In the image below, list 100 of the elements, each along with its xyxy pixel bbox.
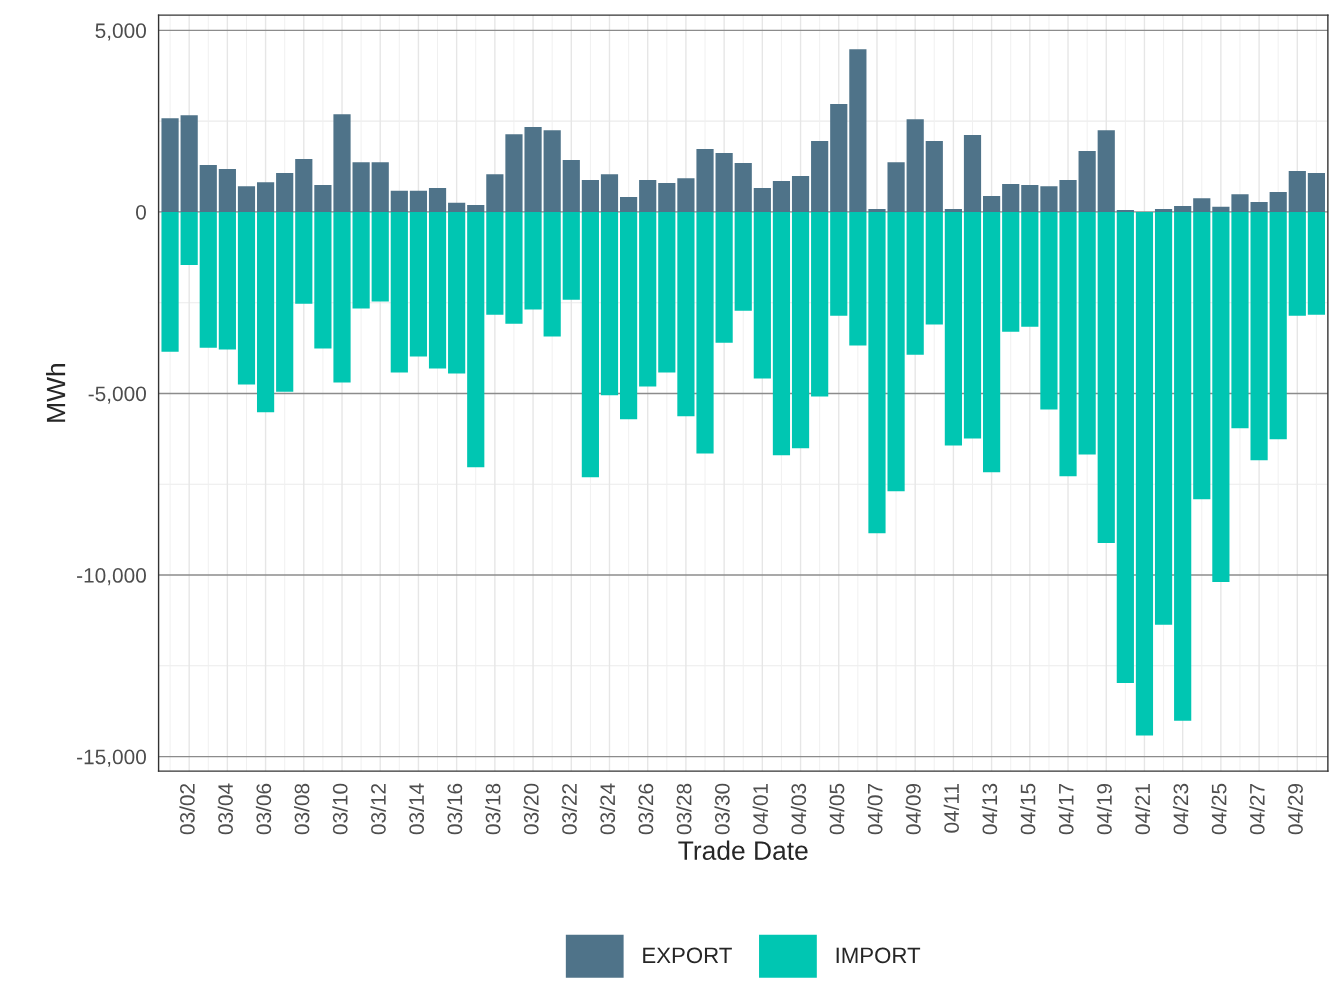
bar xyxy=(448,211,466,374)
bar xyxy=(944,209,962,212)
x-tick-label: 03/16 xyxy=(446,783,463,835)
bar xyxy=(581,179,599,212)
bar xyxy=(925,141,943,212)
x-tick-label: 04/21 xyxy=(1134,783,1151,835)
bar xyxy=(390,190,408,212)
x-tick-label: 04/03 xyxy=(790,783,807,835)
x-tick-label: 03/14 xyxy=(408,783,425,835)
bar xyxy=(849,211,867,346)
bar xyxy=(1097,211,1115,544)
x-tick-label: 03/26 xyxy=(637,783,654,835)
bar xyxy=(811,141,829,212)
bar xyxy=(906,211,924,355)
x-tick-label: 04/27 xyxy=(1249,783,1265,835)
x-tick-label: 03/24 xyxy=(599,783,616,835)
bar xyxy=(1288,170,1306,212)
bar xyxy=(1307,173,1326,212)
x-tick-label: 04/09 xyxy=(905,783,921,835)
bar xyxy=(620,197,638,212)
bar xyxy=(1078,150,1096,212)
bar xyxy=(256,182,275,212)
x-tick-label: 03/04 xyxy=(217,783,233,835)
bar xyxy=(600,174,619,212)
y-tick-label: 0 xyxy=(136,204,146,220)
bar xyxy=(428,211,447,369)
bar xyxy=(543,211,561,337)
bar xyxy=(1021,185,1039,212)
y-tick-label: -15,000 xyxy=(77,749,146,767)
bar xyxy=(199,211,217,348)
x-tick-label: 04/05 xyxy=(829,783,845,835)
y-tick-label: -10,000 xyxy=(77,568,146,586)
bar xyxy=(734,211,752,311)
x-tick-label: 03/12 xyxy=(370,783,386,835)
bar xyxy=(620,211,638,420)
bar xyxy=(218,169,236,212)
bar xyxy=(1021,211,1039,327)
bar xyxy=(1307,211,1326,315)
bar xyxy=(1174,206,1192,212)
bar xyxy=(543,130,561,212)
x-tick-label: 03/28 xyxy=(676,783,692,835)
bar xyxy=(658,211,676,373)
y-axis-title: MWh xyxy=(45,364,66,422)
bar xyxy=(963,134,982,212)
bar xyxy=(983,195,1001,212)
bar xyxy=(1193,198,1211,212)
bar xyxy=(467,211,485,468)
x-tick-label: 04/13 xyxy=(981,783,998,835)
bar xyxy=(1269,211,1287,440)
bar xyxy=(1002,211,1020,332)
bar xyxy=(811,211,829,397)
bar xyxy=(906,119,924,212)
y-tick-label: 5,000 xyxy=(95,23,146,41)
bar xyxy=(428,187,447,212)
bar xyxy=(371,162,389,212)
bar xyxy=(352,211,370,309)
x-tick-label: 04/19 xyxy=(1096,783,1112,835)
bar xyxy=(715,153,733,212)
bar xyxy=(658,182,676,212)
bar xyxy=(1288,211,1306,316)
x-tick-label: 04/23 xyxy=(1172,783,1189,835)
x-tick-label: 03/02 xyxy=(179,783,195,835)
bar xyxy=(830,211,848,316)
bar xyxy=(1078,211,1096,455)
bar xyxy=(256,211,275,413)
bar xyxy=(1116,211,1134,683)
x-tick-label: 03/22 xyxy=(561,783,577,835)
bar xyxy=(791,175,810,212)
bar xyxy=(467,205,485,212)
bar xyxy=(218,211,236,350)
bar xyxy=(1269,191,1287,212)
bar xyxy=(772,181,791,212)
bar xyxy=(295,158,313,212)
bar xyxy=(925,211,943,325)
bar xyxy=(830,104,848,212)
bar xyxy=(161,118,179,212)
bar xyxy=(1154,211,1173,625)
bar xyxy=(276,173,294,212)
bar xyxy=(448,202,466,212)
legend-label: EXPORT xyxy=(643,947,732,964)
bar xyxy=(409,190,428,212)
bar xyxy=(180,211,198,265)
x-tick-label: 04/01 xyxy=(752,783,768,835)
bar xyxy=(409,211,428,357)
bar xyxy=(1135,211,1154,736)
bar xyxy=(486,211,504,315)
bar xyxy=(161,211,179,352)
x-tick-label: 04/17 xyxy=(1058,783,1074,835)
x-tick-label: 03/08 xyxy=(294,783,310,835)
bar xyxy=(581,211,599,478)
y-tick-label: -5,000 xyxy=(88,386,146,404)
bar xyxy=(237,186,256,212)
bar xyxy=(753,187,771,212)
bar xyxy=(352,162,370,212)
bar xyxy=(963,211,982,439)
bar xyxy=(849,49,867,212)
legend-label: IMPORT xyxy=(836,947,921,964)
x-tick-label: 04/07 xyxy=(867,783,883,835)
x-tick-label: 04/25 xyxy=(1211,783,1227,835)
bar xyxy=(295,211,313,304)
